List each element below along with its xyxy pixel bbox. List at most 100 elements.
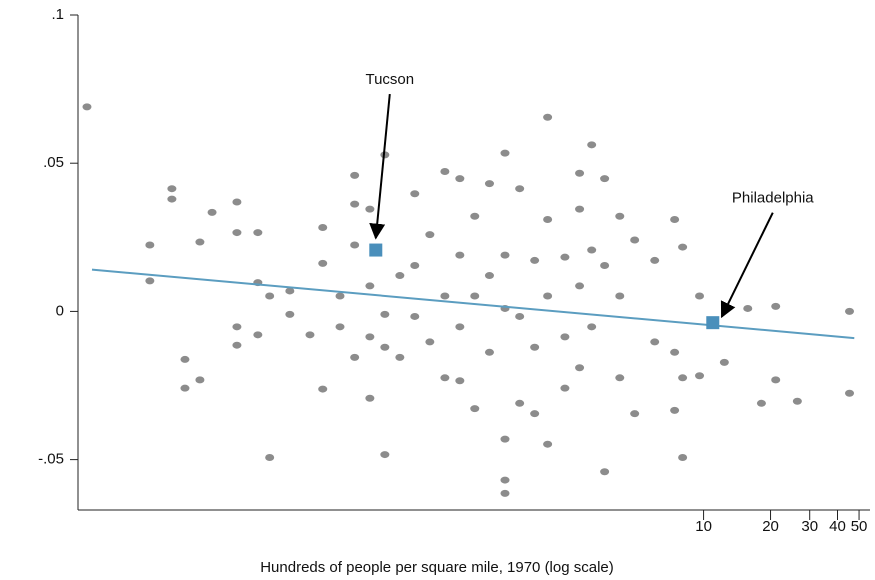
data-point xyxy=(232,229,242,237)
data-point xyxy=(500,476,510,484)
data-point xyxy=(575,205,585,213)
data-point xyxy=(500,489,510,497)
data-point xyxy=(253,331,263,339)
data-point xyxy=(335,323,345,331)
data-point xyxy=(167,195,177,203)
data-point xyxy=(470,292,480,300)
data-point xyxy=(670,406,680,414)
data-point xyxy=(650,338,660,346)
data-point xyxy=(470,405,480,413)
y-tick-label: .05 xyxy=(43,154,64,171)
data-point xyxy=(365,333,375,341)
data-point xyxy=(543,292,553,300)
data-point xyxy=(380,451,390,459)
annotation-arrow xyxy=(720,212,774,319)
data-point xyxy=(587,323,597,331)
y-tick-label: -.05 xyxy=(38,451,64,468)
data-point xyxy=(350,200,360,208)
data-point xyxy=(560,384,570,392)
data-point xyxy=(695,292,705,300)
x-tick-label: 10 xyxy=(695,518,712,535)
data-point xyxy=(365,205,375,213)
y-tick-label: 0 xyxy=(56,302,64,319)
data-point xyxy=(232,341,242,349)
data-point xyxy=(285,310,295,318)
data-point xyxy=(575,282,585,290)
data-point xyxy=(484,180,494,188)
data-point xyxy=(845,307,855,315)
x-axis-label: Hundreds of people per square mile, 1970… xyxy=(260,559,614,576)
data-point xyxy=(845,389,855,397)
data-point xyxy=(318,224,328,232)
data-point xyxy=(180,355,190,363)
data-point xyxy=(145,277,155,285)
data-point xyxy=(253,229,263,237)
data-point xyxy=(455,377,465,385)
data-point xyxy=(600,261,610,269)
data-point xyxy=(543,440,553,448)
data-point xyxy=(350,171,360,179)
fit-line xyxy=(91,268,855,340)
data-point xyxy=(575,364,585,372)
data-point xyxy=(678,243,688,251)
data-point xyxy=(500,435,510,443)
data-point xyxy=(425,338,435,346)
annotation-label: Tucson xyxy=(365,71,414,88)
data-point xyxy=(600,175,610,183)
data-point xyxy=(145,241,155,249)
data-point xyxy=(484,272,494,280)
data-point xyxy=(285,287,295,295)
data-point xyxy=(410,261,420,269)
data-point xyxy=(395,353,405,361)
data-point xyxy=(207,208,217,216)
data-point xyxy=(587,141,597,149)
data-point xyxy=(600,468,610,476)
data-point xyxy=(318,385,328,393)
data-point xyxy=(560,253,570,261)
data-point xyxy=(530,410,540,418)
data-point xyxy=(615,374,625,382)
data-point xyxy=(455,175,465,183)
highlight-point xyxy=(369,243,383,257)
data-point xyxy=(630,236,640,244)
data-point xyxy=(350,353,360,361)
data-point xyxy=(440,292,450,300)
x-tick-label: 40 xyxy=(829,518,846,535)
data-point xyxy=(440,374,450,382)
highlight-point xyxy=(706,316,720,330)
data-point xyxy=(792,397,802,405)
data-point xyxy=(771,302,781,310)
data-point xyxy=(318,259,328,267)
data-point xyxy=(167,185,177,193)
data-point xyxy=(695,372,705,380)
data-point xyxy=(335,292,345,300)
data-point xyxy=(500,149,510,157)
data-point xyxy=(410,190,420,198)
data-point xyxy=(470,212,480,220)
y-tick-label: .1 xyxy=(51,6,64,23)
x-tick-label: 30 xyxy=(801,518,818,535)
data-point xyxy=(515,185,525,193)
x-tick-label: 50 xyxy=(851,518,868,535)
data-point xyxy=(195,238,205,246)
data-point xyxy=(719,358,729,366)
data-point xyxy=(543,113,553,121)
data-point xyxy=(365,282,375,290)
data-point xyxy=(615,212,625,220)
data-point xyxy=(82,103,92,111)
data-point xyxy=(350,241,360,249)
x-tick-label: 20 xyxy=(762,518,779,535)
data-point xyxy=(543,216,553,224)
data-point xyxy=(380,310,390,318)
data-point xyxy=(440,168,450,176)
data-point xyxy=(678,374,688,382)
data-point xyxy=(410,312,420,320)
data-point xyxy=(670,216,680,224)
data-point xyxy=(455,251,465,259)
annotation-label: Philadelphia xyxy=(732,190,814,207)
data-point xyxy=(650,256,660,264)
data-point xyxy=(305,331,315,339)
data-point xyxy=(195,376,205,384)
data-point xyxy=(265,292,275,300)
